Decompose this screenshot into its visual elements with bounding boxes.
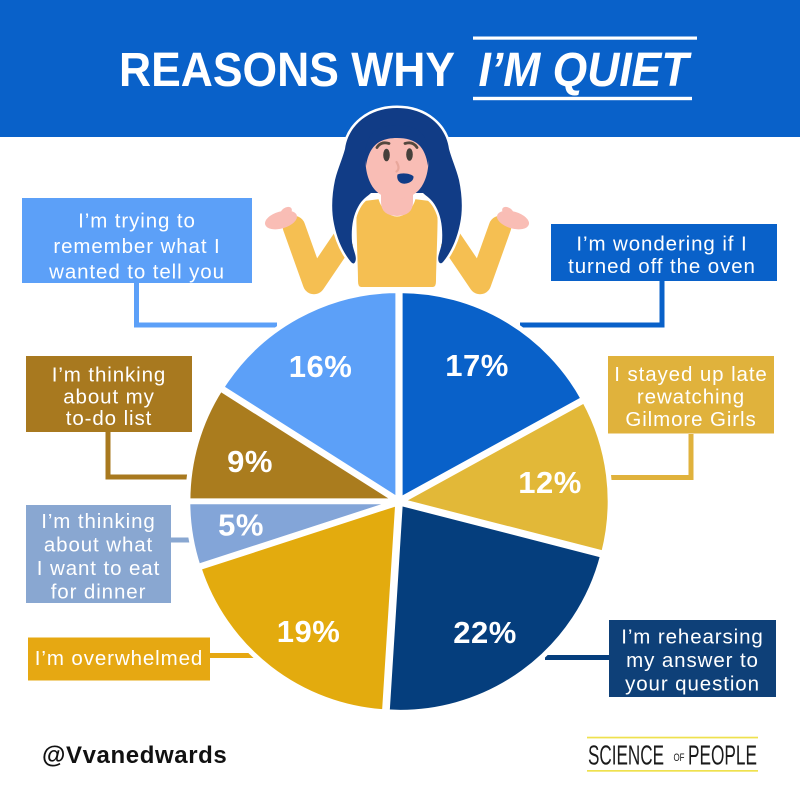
svg-text:for dinner: for dinner <box>51 581 147 604</box>
svg-text:22%: 22% <box>453 615 517 650</box>
svg-text:my answer to: my answer to <box>626 649 759 672</box>
svg-text:12%: 12% <box>518 465 582 500</box>
svg-text:SCIENCE: SCIENCE <box>588 740 664 771</box>
svg-text:I’m thinking: I’m thinking <box>52 364 166 387</box>
svg-text:OF: OF <box>674 752 685 764</box>
svg-text:REASONS WHY: REASONS WHY <box>119 44 455 97</box>
svg-text:remember what I: remember what I <box>53 235 220 258</box>
svg-text:Gilmore Girls: Gilmore Girls <box>625 408 756 431</box>
svg-text:your question: your question <box>625 673 760 696</box>
svg-text:about what: about what <box>44 534 153 557</box>
svg-text:I’M QUIET: I’M QUIET <box>479 44 692 97</box>
svg-text:I’m rehearsing: I’m rehearsing <box>621 626 764 649</box>
svg-text:wanted to tell you: wanted to tell you <box>48 261 225 284</box>
svg-text:PEOPLE: PEOPLE <box>688 740 757 771</box>
svg-text:turned off the oven: turned off the oven <box>568 255 756 278</box>
svg-text:I want to eat: I want to eat <box>37 557 160 580</box>
svg-text:I’m trying to: I’m trying to <box>78 210 196 233</box>
svg-text:I’m wondering if I: I’m wondering if I <box>576 233 747 256</box>
svg-text:17%: 17% <box>445 348 509 383</box>
svg-text:rewatching: rewatching <box>637 386 745 409</box>
svg-text:to-do list: to-do list <box>66 407 152 430</box>
svg-text:19%: 19% <box>277 614 341 649</box>
svg-text:I stayed up late: I stayed up late <box>614 363 767 386</box>
svg-text:5%: 5% <box>218 508 264 543</box>
svg-text:16%: 16% <box>289 349 353 384</box>
svg-text:about my: about my <box>63 386 155 409</box>
svg-text:I’m thinking: I’m thinking <box>41 510 155 533</box>
svg-text:@Vvanedwards: @Vvanedwards <box>42 742 227 769</box>
svg-text:I’m overwhelmed: I’m overwhelmed <box>35 647 203 670</box>
svg-text:9%: 9% <box>227 444 273 479</box>
